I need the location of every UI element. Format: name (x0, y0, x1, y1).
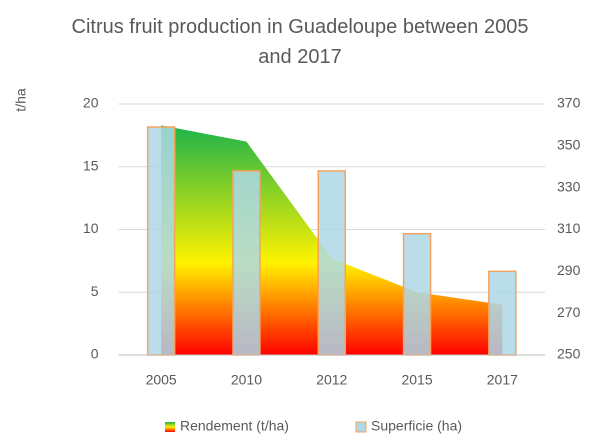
y2-tick-label: 330 (557, 178, 581, 194)
bar (317, 170, 346, 356)
y-tick-label: 0 (91, 346, 99, 362)
y2-tick-label: 290 (557, 262, 581, 278)
legend-label: Superficie (ha) (371, 418, 462, 434)
legend-swatch (165, 422, 175, 432)
chart-title: Citrus fruit production in Guadeloupe be… (71, 16, 529, 68)
legend-swatch (355, 421, 367, 433)
bar (402, 232, 432, 356)
x-tick-label: 2012 (316, 372, 347, 388)
y2-tick-label: 250 (557, 346, 581, 362)
y-tick-label: 20 (83, 95, 99, 111)
y-tick-label: 15 (83, 157, 99, 173)
bar (232, 170, 261, 356)
y-tick-label: 10 (83, 220, 99, 236)
x-tick-label: 2005 (146, 372, 177, 388)
y-tick-label: 5 (91, 283, 99, 299)
x-tick-label: 2010 (231, 372, 262, 388)
y2-tick-label: 310 (557, 220, 581, 236)
legend-label: Rendement (t/ha) (180, 418, 289, 434)
bar (146, 126, 176, 356)
y2-tick-label: 370 (557, 95, 581, 111)
y-axis-label: t/ha (13, 88, 29, 112)
y2-tick-label: 350 (557, 137, 581, 153)
x-tick-label: 2017 (487, 372, 518, 388)
x-tick-label: 2015 (401, 372, 432, 388)
y2-tick-label: 270 (557, 304, 581, 320)
bar (488, 270, 517, 356)
